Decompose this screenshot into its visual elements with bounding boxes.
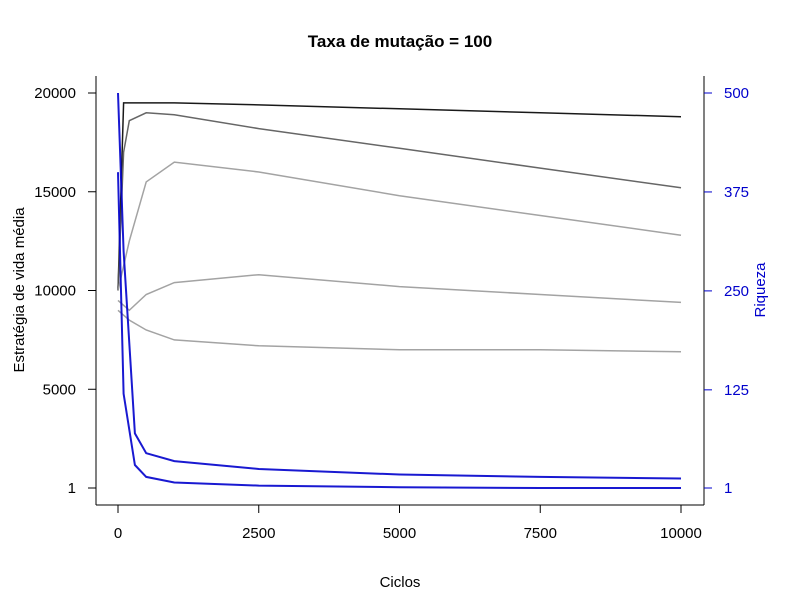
x-axis-label: Ciclos — [380, 574, 421, 591]
y-left-tick-label: 5000 — [43, 381, 76, 398]
x-tick-label: 7500 — [524, 525, 557, 542]
chart-title: Taxa de mutação = 100 — [308, 32, 492, 51]
wealth-series-line — [117, 92, 682, 480]
x-tick-label: 2500 — [242, 525, 275, 542]
x-axis: 0 2500 5000 7500 10000 — [114, 505, 702, 542]
strategy-series-group — [117, 102, 682, 353]
strategy-series-line — [117, 273, 682, 312]
wealth-series-line — [117, 172, 681, 489]
plot-frame — [95, 76, 705, 506]
x-tick-label: 10000 — [660, 525, 702, 542]
y-right-tick-label: 125 — [724, 382, 749, 399]
y-left-tick-label: 15000 — [34, 184, 76, 201]
y-left-tick-label: 10000 — [34, 283, 76, 300]
x-tick-label: 5000 — [383, 525, 416, 542]
y-axis-left-label: Estratégia de vida média — [11, 207, 28, 373]
y-right-tick-label: 250 — [724, 283, 749, 300]
y-right-tick-label: 500 — [724, 85, 749, 102]
strategy-series-line — [117, 102, 682, 291]
y-right-tick-label: 375 — [724, 184, 749, 201]
y-left-tick-label: 20000 — [34, 85, 76, 102]
strategy-series-line — [117, 161, 682, 291]
wealth-series-group — [117, 92, 682, 489]
y-right-tick-label: 1 — [724, 480, 732, 497]
y-axis-right-label: Riqueza — [752, 262, 769, 318]
strategy-series-line — [117, 309, 682, 353]
x-tick-label: 0 — [114, 525, 122, 542]
strategy-series-line — [117, 112, 682, 291]
y-left-tick-label: 1 — [68, 480, 76, 497]
y-axis-right: 1 125 250 375 500 — [704, 85, 749, 497]
